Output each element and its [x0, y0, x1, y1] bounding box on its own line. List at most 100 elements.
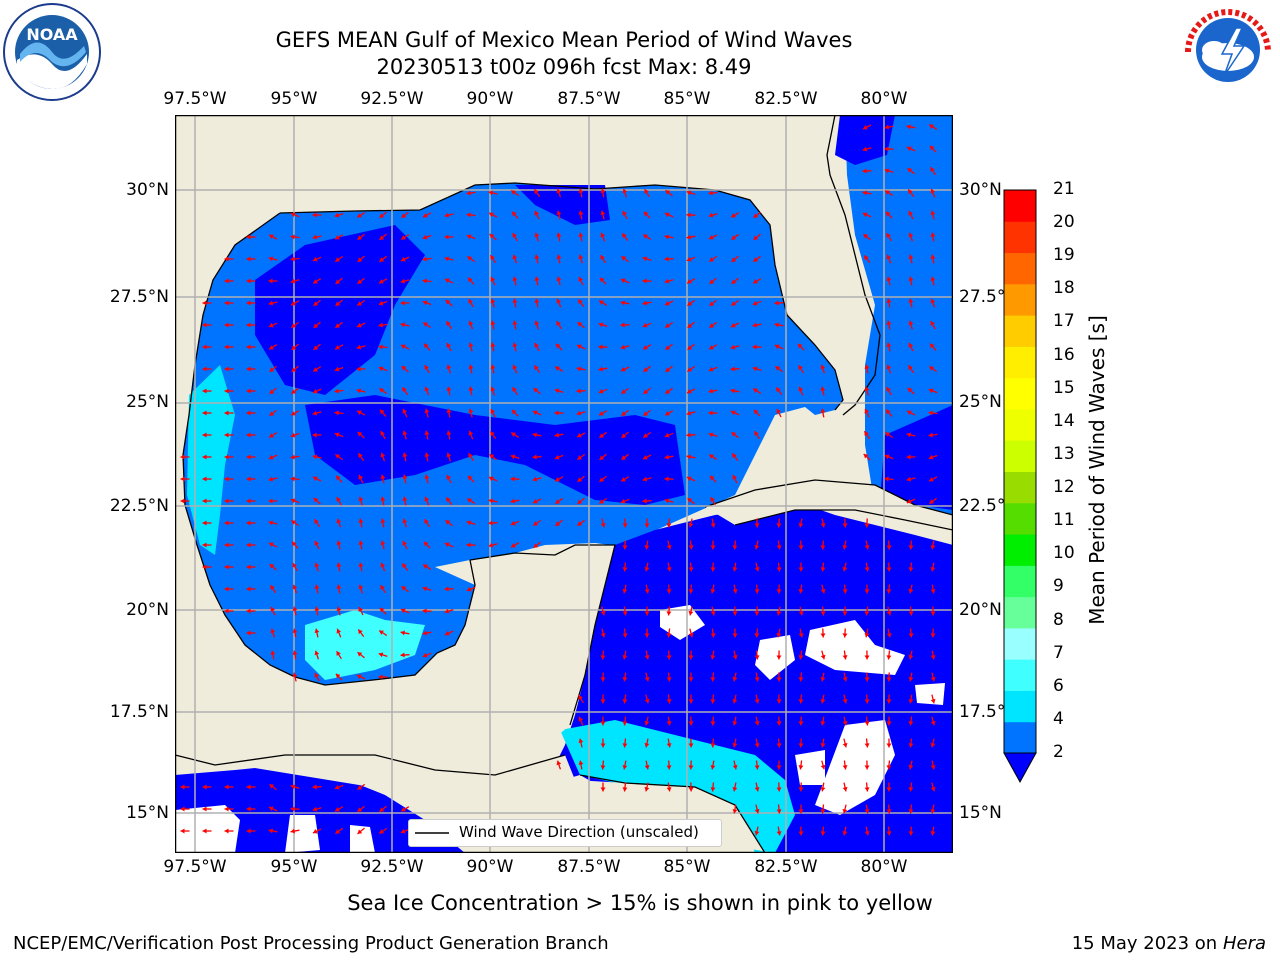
wave-arrow-head — [687, 323, 693, 328]
lat-tick-right: 17.5°N — [959, 702, 1019, 722]
wave-arrow-head — [180, 828, 185, 834]
wave-arrow-head — [357, 257, 363, 262]
wave-arrow-head — [600, 721, 606, 726]
wave-arrow-head — [710, 567, 716, 572]
wave-arrow-head — [665, 190, 671, 195]
wave-arrow-head — [180, 454, 185, 460]
wave-arrow-head — [356, 322, 362, 328]
lon-tick-top: 92.5°W — [360, 89, 424, 109]
wave-arrow-head — [930, 321, 935, 326]
wave-arrow-head — [202, 432, 207, 438]
lon-tick-bottom: 90°W — [466, 857, 514, 877]
wave-arrow-head — [643, 345, 648, 350]
wave-arrow-head — [268, 476, 274, 482]
wave-arrow-head — [754, 743, 760, 748]
wave-arrow-head — [488, 476, 494, 482]
wave-arrow-head — [908, 743, 914, 748]
wave-arrow-head — [709, 279, 715, 284]
colorbar-band — [1004, 190, 1036, 222]
wave-arrow-head — [732, 764, 738, 770]
wave-arrow-head — [556, 321, 561, 326]
wave-arrow-head — [510, 476, 515, 482]
wave-arrow-head — [622, 655, 628, 660]
wave-arrow-head — [600, 632, 606, 638]
wave-arrow-head — [291, 411, 296, 416]
wave-arrow-head — [666, 655, 672, 660]
wave-arrow-head — [687, 279, 692, 284]
wave-arrow-head — [842, 589, 848, 594]
wave-arrow-head — [600, 677, 606, 682]
wave-arrow-head — [687, 345, 693, 350]
wave-arrow-head — [268, 300, 274, 306]
wave-arrow-head — [556, 232, 562, 237]
wave-arrow-head — [598, 322, 604, 328]
wave-arrow-head — [732, 453, 737, 459]
wave-arrow-head — [752, 300, 758, 306]
wave-arrow-head — [621, 367, 626, 372]
lat-tick-left: 15°N — [126, 803, 169, 823]
wave-arrow-head — [402, 541, 407, 546]
wave-arrow-head — [554, 410, 559, 416]
wave-arrow-head — [269, 542, 274, 547]
wave-arrow-head — [886, 831, 892, 836]
wave-arrow-head — [578, 738, 584, 744]
wave-arrow-head — [864, 765, 870, 770]
wave-arrow-head — [357, 652, 363, 657]
wave-arrow-head — [886, 743, 892, 748]
wave-arrow-head — [666, 677, 672, 682]
wave-arrow-head — [490, 320, 496, 325]
colorbar-tick: 11 — [1053, 510, 1075, 531]
wave-arrow-head — [863, 454, 869, 459]
wave-arrow-head — [886, 233, 891, 238]
wave-arrow-head — [598, 366, 603, 372]
wave-arrow-head — [224, 388, 229, 394]
wave-arrow-head — [842, 677, 848, 682]
wave-arrow-head — [424, 430, 430, 435]
ice-note: Sea Ice Concentration > 15% is shown in … — [347, 891, 933, 915]
wave-arrow-head — [709, 323, 715, 328]
wave-arrow-head — [730, 410, 736, 416]
wave-arrow-head — [379, 213, 385, 218]
wave-arrow-head — [820, 831, 826, 836]
wave-arrow-head — [290, 498, 296, 504]
wave-arrow-head — [224, 476, 229, 482]
wave-arrow-head — [532, 410, 538, 416]
wave-arrow-head — [468, 277, 473, 283]
wave-arrow-head — [642, 322, 648, 328]
wave-arrow-head — [731, 213, 736, 218]
wave-arrow-head — [402, 408, 408, 414]
wave-arrow-head — [732, 809, 738, 814]
wave-arrow-head — [732, 654, 738, 660]
wave-arrow-head — [754, 721, 760, 726]
wave-arrow-head — [907, 168, 913, 173]
wave-arrow-head — [202, 564, 207, 570]
wave-arrow-head — [688, 589, 694, 594]
wave-arrow-head — [466, 586, 472, 592]
colorbar-band — [1004, 377, 1036, 410]
wave-arrow-head — [180, 476, 185, 482]
wave-arrow-head — [622, 699, 628, 704]
wave-arrow-head — [446, 386, 452, 391]
wave-arrow-head — [357, 829, 363, 834]
wave-arrow-head — [291, 345, 297, 350]
wave-arrow-head — [578, 299, 583, 305]
wave-arrow-head — [754, 787, 760, 792]
wave-arrow-head — [798, 655, 804, 660]
wave-arrow-head — [380, 562, 386, 568]
colorbar-tick: 15 — [1053, 377, 1075, 398]
wave-arrow-head — [402, 518, 408, 524]
wave-arrow-head — [864, 364, 870, 369]
wave-arrow-head — [908, 320, 914, 326]
wave-arrow-head — [908, 721, 914, 726]
wave-arrow-head — [577, 521, 583, 526]
wave-arrow-head — [798, 765, 804, 770]
wave-arrow-head — [400, 828, 406, 834]
wave-arrow-head — [797, 343, 803, 349]
wave-arrow-head — [666, 523, 672, 528]
wave-arrow-head — [643, 433, 648, 438]
wave-arrow-head — [930, 633, 936, 638]
wave-arrow-head — [556, 188, 562, 194]
wave-arrow-head — [710, 589, 716, 594]
wave-arrow-head — [357, 410, 362, 415]
colorbar-band — [1004, 315, 1036, 347]
